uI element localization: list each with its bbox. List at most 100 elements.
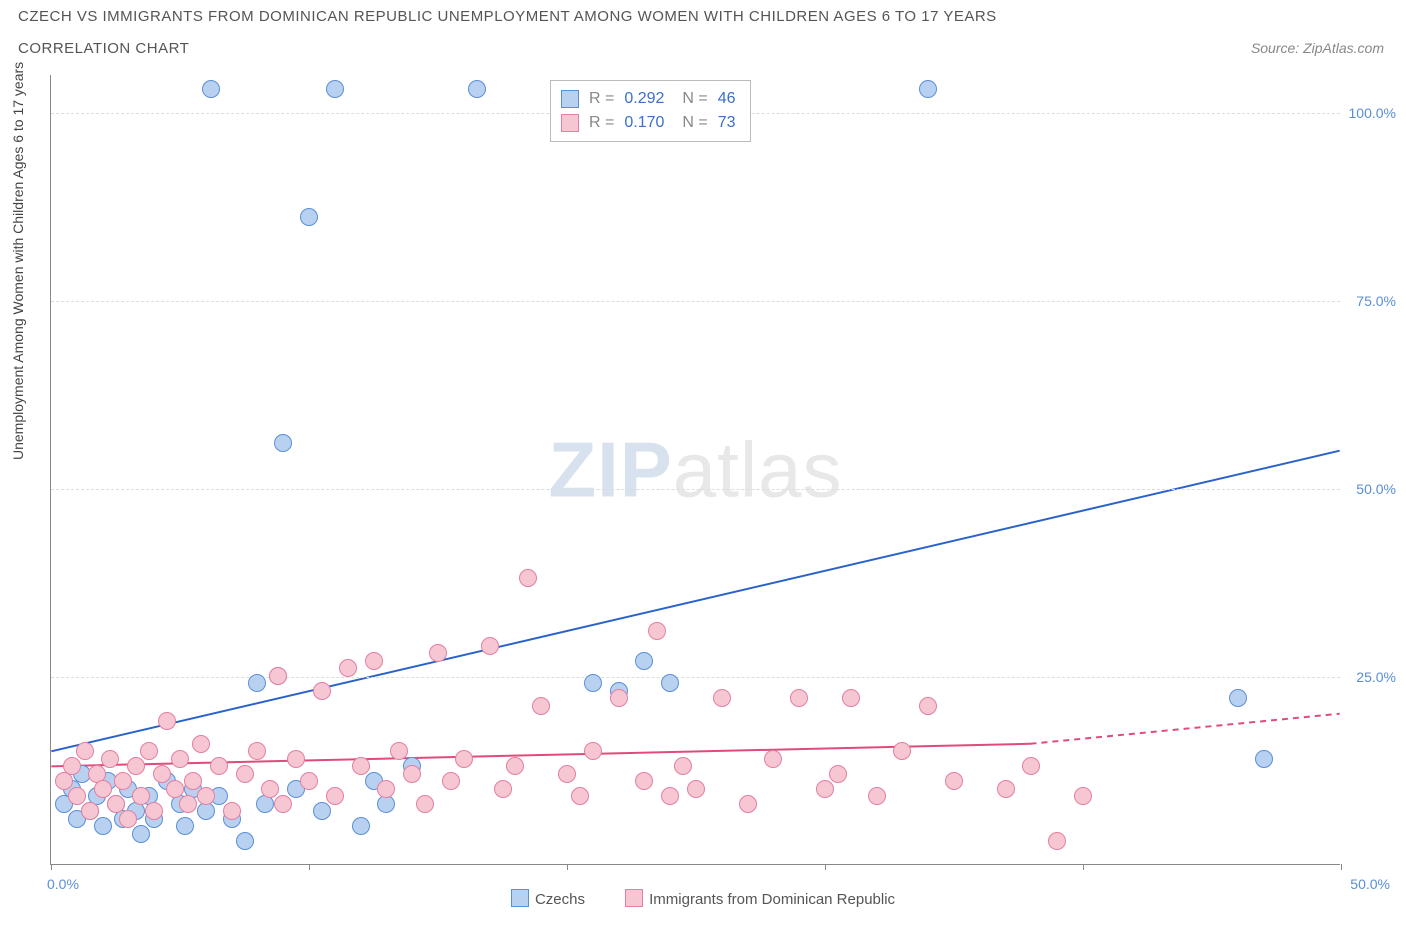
chart-title-line2: CORRELATION CHART xyxy=(18,40,189,57)
data-point xyxy=(764,750,782,768)
data-point xyxy=(313,802,331,820)
data-point xyxy=(739,795,757,813)
y-tick-label: 25.0% xyxy=(1356,669,1396,685)
correlation-row-dominican: R = 0.170 N = 73 xyxy=(561,111,736,135)
data-point xyxy=(429,644,447,662)
data-point xyxy=(416,795,434,813)
data-point xyxy=(584,674,602,692)
data-point xyxy=(274,795,292,813)
legend-item-dominican: Immigrants from Dominican Republic xyxy=(625,891,895,908)
data-point xyxy=(506,757,524,775)
data-point xyxy=(176,817,194,835)
data-point xyxy=(132,825,150,843)
grid-line xyxy=(51,677,1340,678)
chart-title-line1: CZECH VS IMMIGRANTS FROM DOMINICAN REPUB… xyxy=(18,8,997,25)
data-point xyxy=(132,787,150,805)
data-point xyxy=(171,750,189,768)
data-point xyxy=(442,772,460,790)
data-point xyxy=(687,780,705,798)
data-point xyxy=(192,735,210,753)
data-point xyxy=(1229,689,1247,707)
data-point xyxy=(68,787,86,805)
n-value: 46 xyxy=(718,87,736,111)
data-point xyxy=(635,772,653,790)
data-point xyxy=(519,569,537,587)
data-point xyxy=(197,787,215,805)
r-value: 0.170 xyxy=(624,111,664,135)
bottom-legend: Czechs Immigrants from Dominican Republi… xyxy=(0,889,1406,908)
data-point xyxy=(119,810,137,828)
data-point xyxy=(455,750,473,768)
data-point xyxy=(179,795,197,813)
y-tick-label: 100.0% xyxy=(1349,105,1396,121)
swatch-czechs-icon xyxy=(561,90,579,108)
data-point xyxy=(81,802,99,820)
data-point xyxy=(919,697,937,715)
data-point xyxy=(1022,757,1040,775)
y-axis-label: Unemployment Among Women with Children A… xyxy=(10,62,26,460)
data-point xyxy=(158,712,176,730)
data-point xyxy=(377,780,395,798)
data-point xyxy=(202,80,220,98)
swatch-dominican-icon xyxy=(625,889,643,907)
data-point xyxy=(919,80,937,98)
x-tick xyxy=(1083,864,1084,870)
swatch-dominican-icon xyxy=(561,114,579,132)
data-point xyxy=(816,780,834,798)
x-tick xyxy=(825,864,826,870)
data-point xyxy=(140,742,158,760)
grid-line xyxy=(51,301,1340,302)
data-point xyxy=(1255,750,1273,768)
data-point xyxy=(210,757,228,775)
data-point xyxy=(868,787,886,805)
data-point xyxy=(352,817,370,835)
data-point xyxy=(468,80,486,98)
trend-line xyxy=(1030,714,1339,744)
data-point xyxy=(790,689,808,707)
n-label: N = xyxy=(682,111,707,135)
data-point xyxy=(326,80,344,98)
data-point xyxy=(893,742,911,760)
data-point xyxy=(248,742,266,760)
data-point xyxy=(94,780,112,798)
data-point xyxy=(153,765,171,783)
x-tick xyxy=(309,864,310,870)
plot-area: ZIPatlas 25.0%50.0%75.0%100.0%0.0%50.0% xyxy=(50,75,1340,865)
data-point xyxy=(248,674,266,692)
data-point xyxy=(648,622,666,640)
r-label: R = xyxy=(589,87,614,111)
data-point xyxy=(223,802,241,820)
swatch-czechs-icon xyxy=(511,889,529,907)
data-point xyxy=(287,750,305,768)
data-point xyxy=(1074,787,1092,805)
data-point xyxy=(571,787,589,805)
legend-label: Immigrants from Dominican Republic xyxy=(649,891,895,908)
data-point xyxy=(236,765,254,783)
data-point xyxy=(236,832,254,850)
data-point xyxy=(584,742,602,760)
legend-item-czechs: Czechs xyxy=(511,891,589,908)
source-attribution: Source: ZipAtlas.com xyxy=(1251,40,1384,56)
data-point xyxy=(300,772,318,790)
data-point xyxy=(1048,832,1066,850)
r-label: R = xyxy=(589,111,614,135)
data-point xyxy=(300,208,318,226)
data-point xyxy=(713,689,731,707)
data-point xyxy=(558,765,576,783)
data-point xyxy=(145,802,163,820)
data-point xyxy=(166,780,184,798)
correlation-legend: R = 0.292 N = 46 R = 0.170 N = 73 xyxy=(550,80,751,142)
data-point xyxy=(274,434,292,452)
x-tick xyxy=(567,864,568,870)
grid-line xyxy=(51,489,1340,490)
correlation-row-czechs: R = 0.292 N = 46 xyxy=(561,87,736,111)
data-point xyxy=(661,674,679,692)
data-point xyxy=(76,742,94,760)
x-tick xyxy=(1341,864,1342,870)
data-point xyxy=(107,795,125,813)
n-label: N = xyxy=(682,87,707,111)
data-point xyxy=(997,780,1015,798)
r-value: 0.292 xyxy=(624,87,664,111)
data-point xyxy=(635,652,653,670)
data-point xyxy=(339,659,357,677)
